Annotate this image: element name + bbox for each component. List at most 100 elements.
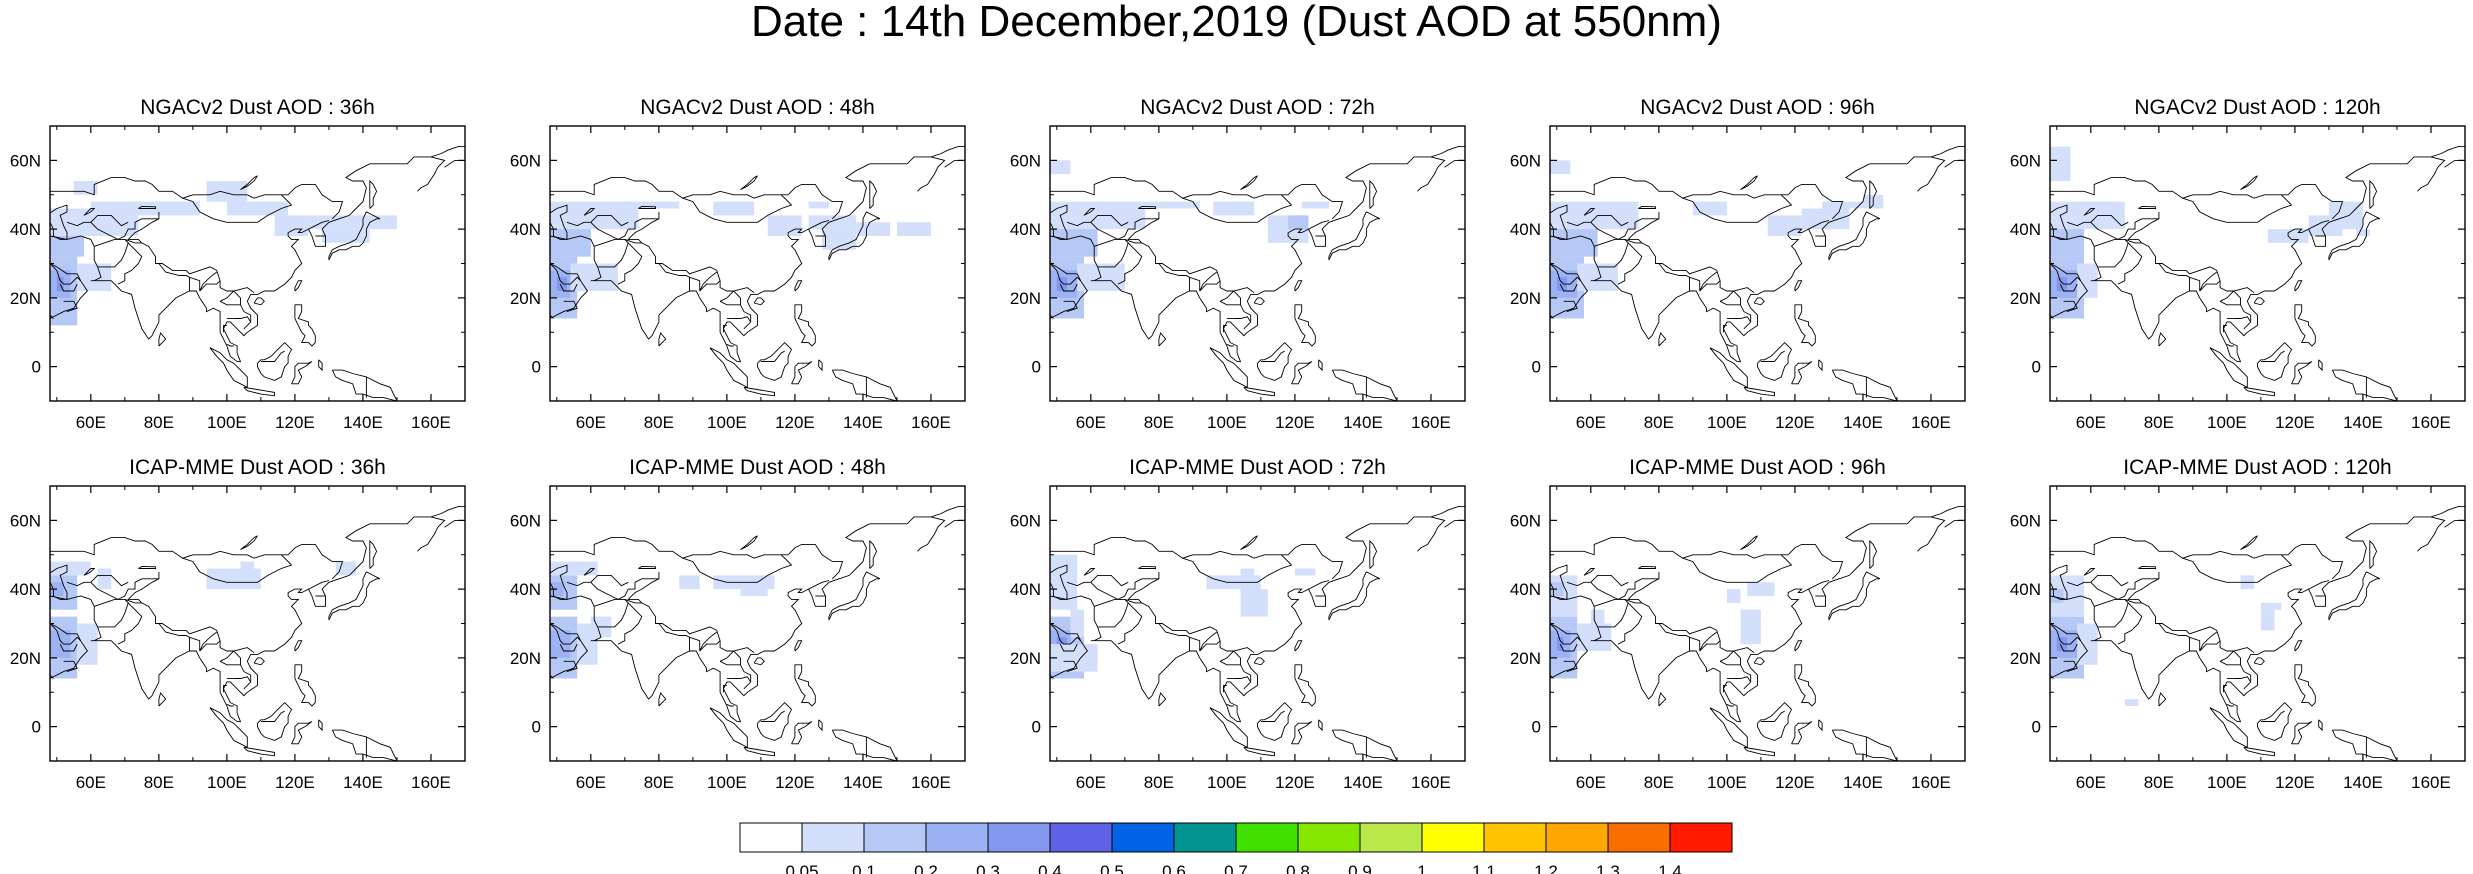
coastline (2158, 331, 2167, 347)
dust-aod-cell (1294, 568, 1316, 576)
map-background (1550, 126, 1965, 401)
coastline (2369, 179, 2378, 209)
coastline (1828, 571, 1881, 621)
coastline (869, 539, 878, 569)
lon-tick-label: 140E (343, 413, 383, 432)
coastline (1328, 211, 1381, 261)
map-background (1050, 486, 1465, 761)
colorbar-label: 1.4 (1658, 862, 1682, 874)
coastline (733, 316, 752, 323)
coastline (658, 331, 667, 347)
colorbar-swatch (863, 822, 927, 853)
coastline (1233, 676, 1252, 683)
coastline (417, 516, 446, 552)
coastline (1757, 701, 1793, 741)
map-content (50, 486, 465, 761)
lat-tick-label: 0 (1032, 718, 1041, 737)
dust-aod-cell (1145, 201, 1200, 209)
lon-tick-label: 140E (1843, 413, 1883, 432)
coastline (1743, 386, 1775, 397)
coastline (124, 598, 142, 604)
coastline (260, 710, 285, 722)
dust-aod-cell (1692, 201, 1727, 216)
dust-aod-cell (740, 589, 768, 596)
coastline (1563, 300, 1578, 313)
coastline (331, 729, 398, 761)
coastline (1090, 506, 1465, 723)
map-background (550, 126, 965, 401)
coastline (2199, 280, 2221, 292)
coastline (138, 205, 156, 209)
coastline (117, 602, 143, 645)
coastline (624, 238, 642, 244)
coastline (726, 703, 734, 707)
coastline (223, 324, 227, 333)
coastline (638, 565, 656, 569)
colorbar-swatch (925, 822, 989, 853)
coastline (709, 707, 748, 749)
coastline (199, 640, 221, 652)
dust-aod-cell (1550, 160, 1571, 175)
coastline (417, 156, 446, 192)
coastline (294, 280, 303, 292)
coastline (318, 719, 323, 732)
coastline (794, 640, 803, 652)
map-content (1050, 126, 1465, 401)
coastline (689, 271, 717, 292)
coastline (1243, 386, 1275, 397)
coastline (2189, 631, 2217, 652)
coastline (1869, 179, 1878, 209)
coastline (1138, 565, 1156, 569)
coastline (83, 208, 96, 216)
coastline (219, 300, 241, 306)
dust-aod-cell (1822, 201, 1863, 209)
coastline (1818, 719, 1823, 732)
coastline (1090, 146, 1465, 363)
colorbar-swatch (1359, 822, 1423, 853)
coastline (223, 684, 227, 693)
coastline (1318, 719, 1323, 732)
dust-aod-cell (1070, 609, 1085, 638)
coastline (50, 242, 51, 264)
coastline (1682, 194, 1793, 223)
lon-tick-label: 120E (1275, 773, 1315, 792)
coastline (2253, 657, 2265, 666)
lat-tick-label: 40N (2010, 220, 2041, 239)
coastline (689, 631, 717, 652)
lat-tick-label: 0 (32, 358, 41, 377)
colorbar-swatch (1483, 822, 1547, 853)
coastline (1594, 238, 1629, 268)
dust-aod-cell (1556, 277, 1568, 291)
panel-title: NGACv2 Dust AOD : 120h (2134, 96, 2380, 119)
coastline (1831, 729, 1898, 761)
dust-aod-cell (1050, 644, 1098, 672)
panel-title: NGACv2 Dust AOD : 96h (1640, 96, 1875, 119)
map-content (550, 486, 965, 761)
coastline (226, 703, 234, 707)
coastline (2050, 263, 2081, 285)
lon-tick-label: 100E (707, 773, 747, 792)
lon-tick-label: 100E (1207, 773, 1247, 792)
coastline (719, 290, 752, 330)
lat-tick-label: 20N (510, 649, 541, 668)
lon-tick-label: 60E (76, 413, 106, 432)
lon-tick-label: 60E (1576, 773, 1606, 792)
coastline (794, 304, 816, 347)
coastline (1624, 598, 1642, 604)
dust-aod-cell (322, 229, 370, 243)
coastline (794, 280, 803, 292)
coastline (1050, 626, 1051, 634)
coastline (1831, 369, 1898, 401)
coastline (1719, 290, 1752, 330)
colorbar-swatch (1049, 822, 1113, 853)
coastline (719, 660, 741, 666)
coastline (1318, 359, 1323, 372)
coastline (127, 211, 255, 294)
coastline (1627, 211, 1755, 294)
coastline (59, 283, 78, 292)
dust-aod-cell (97, 568, 112, 590)
coastline (2050, 623, 2088, 679)
dust-aod-cell (335, 561, 357, 576)
coastline (550, 177, 844, 220)
lat-tick-label: 40N (1010, 220, 1041, 239)
